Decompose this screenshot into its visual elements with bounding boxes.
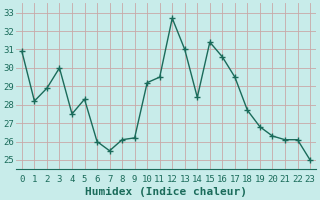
X-axis label: Humidex (Indice chaleur): Humidex (Indice chaleur) — [85, 186, 247, 197]
